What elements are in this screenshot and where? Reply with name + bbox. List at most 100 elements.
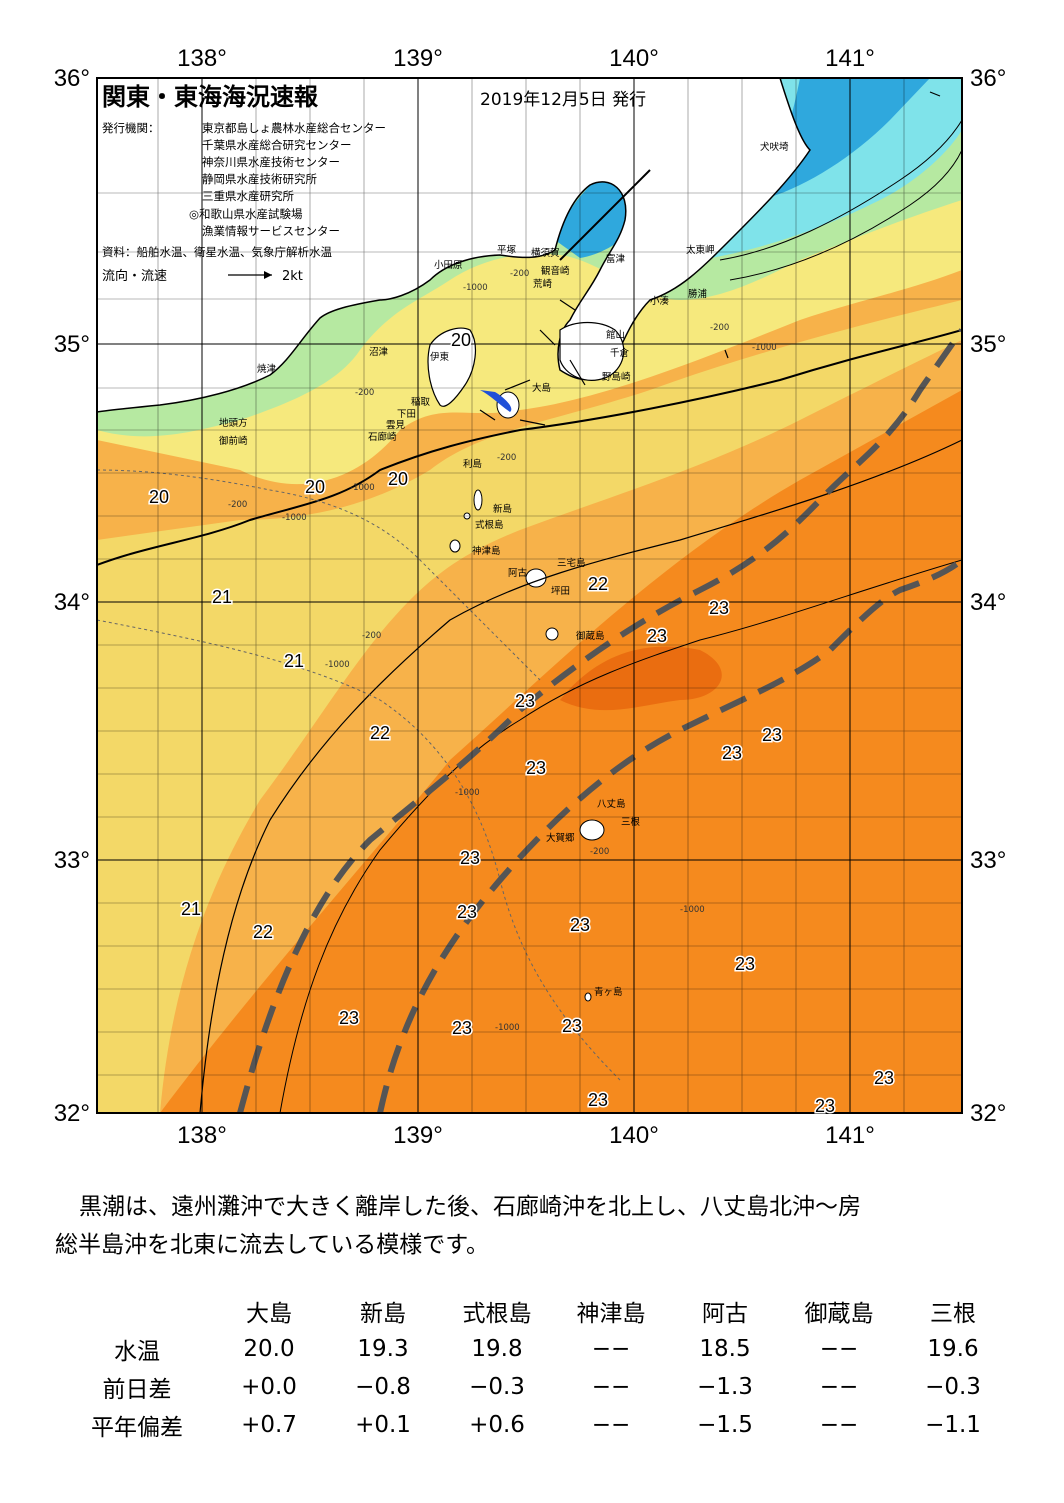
summary-line-2: 総半島沖を北東に流去している模様です。 — [55, 1232, 490, 1258]
sea-temperature-map: 138° 139° 140° 141° 138° 139° 140° 141° … — [54, 45, 1007, 1149]
isotherm-label: 21 — [284, 651, 304, 671]
place-tsubota: 坪田 — [551, 585, 570, 597]
place-shikinejima: 式根島 — [475, 519, 504, 531]
kuroshio-axis-west — [237, 328, 962, 1113]
col-mitsune: 三根 — [930, 1301, 976, 1327]
isotherm-label: 23 — [709, 598, 729, 618]
place-inatori: 稲取 — [411, 396, 431, 408]
depth-label: -1000 — [752, 343, 777, 353]
depth-label: -1000 — [680, 905, 705, 915]
agency-2: 千葉県水産総合研究センター — [202, 138, 352, 152]
isotherm-label: 23 — [562, 1016, 582, 1036]
table-cell: −0.8 — [355, 1374, 411, 1400]
depth-label: -1000 — [282, 513, 307, 523]
table-cell: −1.5 — [697, 1412, 753, 1438]
lat-tick-right-34: 34° — [970, 589, 1006, 616]
island-aogashima — [584, 992, 592, 1002]
agency-1: 東京都島しょ農林水産総合センター — [202, 121, 386, 135]
depth-label: -200 — [510, 269, 529, 279]
lon-tick-top-140: 140° — [609, 45, 659, 72]
isotherm-label: 23 — [815, 1096, 835, 1116]
island-hachijojima — [579, 819, 605, 841]
place-shimoda: 下田 — [397, 409, 416, 420]
island-temperature-table: 大島 新島 式根島 神津島 阿古 御蔵島 三根 水温 20.0 19.3 19.… — [62, 1292, 1010, 1444]
lat-tick-right-36: 36° — [970, 65, 1006, 92]
place-hachijojima: 八丈島 — [597, 798, 626, 810]
place-hiratsuka: 平塚 — [497, 245, 517, 256]
lat-tick-left-35: 35° — [54, 331, 90, 358]
major-graticule — [97, 78, 962, 1113]
current-legend-scale: 2kt — [282, 269, 303, 284]
agency-5: 三重県水産研究所 — [202, 189, 294, 203]
current-arrows — [479, 91, 941, 426]
isotherm-label: 22 — [253, 922, 273, 942]
isotherm-23 — [279, 559, 962, 1113]
island-mikurajima — [545, 627, 559, 641]
isotherm-label: 23 — [515, 691, 535, 711]
place-kozushima: 神津島 — [472, 545, 501, 557]
lat-tick-left-34: 34° — [54, 589, 90, 616]
depth-label: -200 — [355, 388, 374, 398]
kuroshio-summary: 黒潮は、遠州灘沖で大きく離岸した後、石廊崎沖を北上し、八丈島北沖～房 総半島沖を… — [55, 1188, 1015, 1264]
honshu-land — [97, 78, 811, 413]
isotherm-label: 23 — [588, 1090, 608, 1110]
place-katsuura: 勝浦 — [688, 288, 708, 300]
isotherm-label: 20 — [305, 477, 325, 497]
graticule — [97, 78, 962, 1113]
isotherm-labels: 20 20 20 20 21 21 21 22 22 22 23 23 23 2… — [147, 329, 895, 1118]
isotherm-22 — [199, 439, 962, 1113]
table-cell: +0.0 — [241, 1374, 297, 1400]
place-tateyama: 館山 — [606, 329, 625, 341]
isotherm-label: 20 — [149, 487, 169, 507]
table-cell: −− — [591, 1412, 631, 1438]
issue-date: 2019年12月5日 発行 — [480, 90, 646, 110]
table-cell: 20.0 — [243, 1336, 295, 1362]
map-header: 関東・東海海況速報 2019年12月5日 発行 発行機関： 東京都島しょ農林水産… — [102, 83, 646, 284]
isotherm-label: 23 — [452, 1018, 472, 1038]
place-niijima: 新島 — [493, 503, 512, 515]
lon-tick-top-138: 138° — [177, 45, 227, 72]
place-oshima: 大島 — [532, 382, 551, 394]
lon-tick-bottom-140: 140° — [609, 1122, 659, 1149]
lat-tick-left-32: 32° — [54, 1100, 90, 1127]
col-mikurajima: 御蔵島 — [804, 1301, 874, 1327]
table-row: 平年偏差 +0.7 +0.1 +0.6 −− −1.5 −− −1.1 — [62, 1406, 1010, 1444]
data-sources: 資料：船舶水温、衛星水温、気象庁解析水温 — [102, 245, 332, 259]
isotherm-label: 23 — [339, 1008, 359, 1028]
place-taitomisaki: 太東岬 — [686, 244, 715, 256]
place-yaizu: 焼津 — [257, 363, 277, 375]
col-shikinejima: 式根島 — [462, 1301, 532, 1327]
row-label-day-diff: 前日差 — [102, 1377, 172, 1403]
place-futtsu: 富津 — [606, 253, 626, 265]
cold-coastal-zone — [760, 78, 930, 200]
place-jitokata: 地頭方 — [219, 417, 248, 429]
place-kannonzaki: 観音崎 — [541, 265, 570, 277]
place-okago: 大賀郷 — [546, 832, 575, 844]
lat-tick-left-36: 36° — [54, 65, 90, 92]
agency-label: 発行機関： — [102, 121, 160, 135]
warm-core-zone — [560, 646, 722, 711]
izu-peninsula — [427, 327, 477, 407]
table-cell: −0.3 — [469, 1374, 525, 1400]
table-cell: 19.6 — [927, 1336, 979, 1362]
place-irozaki: 石廊崎 — [368, 431, 397, 443]
place-ito: 伊東 — [430, 351, 450, 363]
boso-tip — [559, 321, 625, 381]
depth-label: -1000 — [463, 283, 488, 293]
table-cell: 19.3 — [357, 1336, 409, 1362]
agency-7: 漁業情報サービスセンター — [202, 224, 340, 238]
isotherm-coastal-2 — [729, 149, 962, 281]
isotherm-label: 23 — [460, 848, 480, 868]
table-cell: +0.1 — [355, 1412, 411, 1438]
table-cell: +0.6 — [469, 1412, 525, 1438]
map-canvas: 138° 139° 140° 141° 138° 139° 140° 141° … — [54, 45, 1007, 1149]
table-cell: −1.3 — [697, 1374, 753, 1400]
isotherm-label: 20 — [388, 469, 408, 489]
depth-label: -1000 — [325, 660, 350, 670]
depth-label: -1000 — [495, 1023, 520, 1033]
place-mikurajima: 御蔵島 — [576, 630, 605, 642]
table-cell: −− — [819, 1336, 859, 1362]
place-araki: 荒崎 — [533, 278, 553, 290]
lon-tick-bottom-139: 139° — [393, 1122, 443, 1149]
place-toshima: 利島 — [463, 458, 482, 470]
